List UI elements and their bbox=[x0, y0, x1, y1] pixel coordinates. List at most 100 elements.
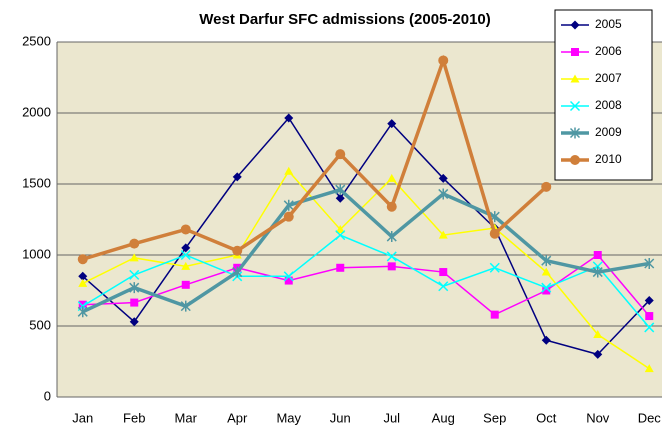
marker bbox=[283, 271, 294, 282]
marker bbox=[78, 271, 88, 281]
marker bbox=[335, 224, 345, 233]
x-tick-label: Sep bbox=[483, 410, 506, 425]
marker bbox=[180, 300, 191, 312]
marker bbox=[490, 310, 499, 319]
marker bbox=[232, 266, 243, 278]
marker bbox=[569, 127, 581, 139]
marker bbox=[571, 48, 579, 56]
marker bbox=[489, 262, 500, 273]
marker bbox=[336, 263, 345, 272]
marker bbox=[232, 172, 242, 182]
marker bbox=[541, 282, 552, 293]
y-tick-label: 0 bbox=[44, 388, 51, 403]
marker bbox=[335, 230, 346, 241]
marker bbox=[129, 317, 139, 327]
marker bbox=[387, 173, 397, 182]
x-tick-label: May bbox=[276, 410, 301, 425]
chart-title: West Darfur SFC admissions (2005-2010) bbox=[199, 11, 491, 28]
marker bbox=[541, 181, 552, 192]
marker bbox=[644, 295, 654, 305]
marker bbox=[180, 249, 191, 261]
marker bbox=[77, 306, 88, 318]
marker bbox=[645, 312, 654, 321]
marker bbox=[181, 261, 191, 270]
marker bbox=[570, 20, 580, 30]
series-line bbox=[82, 116, 650, 356]
marker bbox=[335, 193, 345, 203]
marker bbox=[284, 113, 294, 123]
marker bbox=[593, 349, 603, 359]
legend-label: 2009 bbox=[595, 125, 622, 139]
marker bbox=[284, 166, 294, 175]
marker bbox=[386, 231, 397, 243]
marker bbox=[593, 251, 602, 259]
legend-label: 2008 bbox=[595, 98, 622, 112]
marker bbox=[570, 155, 580, 165]
x-tick-label: Feb bbox=[123, 410, 145, 425]
marker bbox=[542, 286, 551, 295]
marker bbox=[644, 322, 655, 333]
marker bbox=[387, 262, 396, 271]
marker bbox=[438, 55, 449, 66]
x-tick-label: Jul bbox=[383, 410, 400, 425]
marker bbox=[387, 119, 397, 129]
marker bbox=[644, 364, 654, 373]
marker bbox=[592, 266, 603, 278]
marker bbox=[284, 276, 293, 285]
x-tick-label: Dec bbox=[638, 410, 662, 425]
marker bbox=[438, 281, 449, 292]
marker bbox=[570, 74, 580, 83]
marker bbox=[569, 100, 581, 112]
y-tick-label: 2500 bbox=[22, 33, 51, 48]
marker bbox=[129, 238, 140, 249]
marker bbox=[644, 258, 655, 270]
marker bbox=[541, 335, 551, 345]
marker bbox=[283, 199, 294, 211]
y-tick-label: 2000 bbox=[22, 104, 51, 119]
y-tick-label: 1000 bbox=[22, 246, 51, 261]
marker bbox=[78, 300, 87, 309]
series-line bbox=[82, 169, 650, 370]
x-tick-label: Nov bbox=[586, 410, 610, 425]
marker bbox=[283, 211, 294, 222]
legend-box bbox=[554, 9, 653, 181]
marker bbox=[181, 280, 190, 289]
y-tick-label: 500 bbox=[29, 317, 51, 332]
legend-label: 2010 bbox=[595, 152, 622, 166]
marker bbox=[78, 278, 88, 287]
y-tick-label: 1500 bbox=[22, 175, 51, 190]
marker bbox=[335, 184, 346, 196]
marker bbox=[129, 269, 140, 280]
marker bbox=[386, 201, 397, 212]
x-tick-label: Aug bbox=[432, 410, 455, 425]
marker bbox=[438, 230, 448, 239]
x-tick-label: Jan bbox=[72, 410, 93, 425]
x-tick-label: Oct bbox=[536, 410, 557, 425]
legend-label: 2005 bbox=[595, 17, 622, 31]
marker bbox=[489, 228, 500, 239]
series-line bbox=[82, 54, 548, 261]
legend-label: 2006 bbox=[595, 44, 622, 58]
marker bbox=[181, 243, 191, 253]
marker bbox=[541, 255, 552, 267]
x-tick-label: Apr bbox=[227, 410, 248, 425]
marker bbox=[593, 330, 603, 339]
x-tick-label: Jun bbox=[330, 410, 351, 425]
marker bbox=[180, 224, 191, 235]
x-tick-label: Mar bbox=[175, 410, 198, 425]
marker bbox=[438, 188, 449, 200]
marker bbox=[335, 149, 346, 160]
marker bbox=[439, 268, 448, 277]
marker bbox=[541, 267, 551, 276]
marker bbox=[232, 245, 243, 256]
marker bbox=[386, 251, 397, 262]
marker bbox=[129, 282, 140, 294]
marker bbox=[129, 253, 139, 262]
series-line bbox=[82, 234, 650, 328]
marker bbox=[438, 173, 448, 183]
marker bbox=[130, 298, 139, 307]
legend-label: 2007 bbox=[595, 71, 622, 85]
marker bbox=[77, 254, 88, 265]
series-line bbox=[82, 187, 650, 314]
